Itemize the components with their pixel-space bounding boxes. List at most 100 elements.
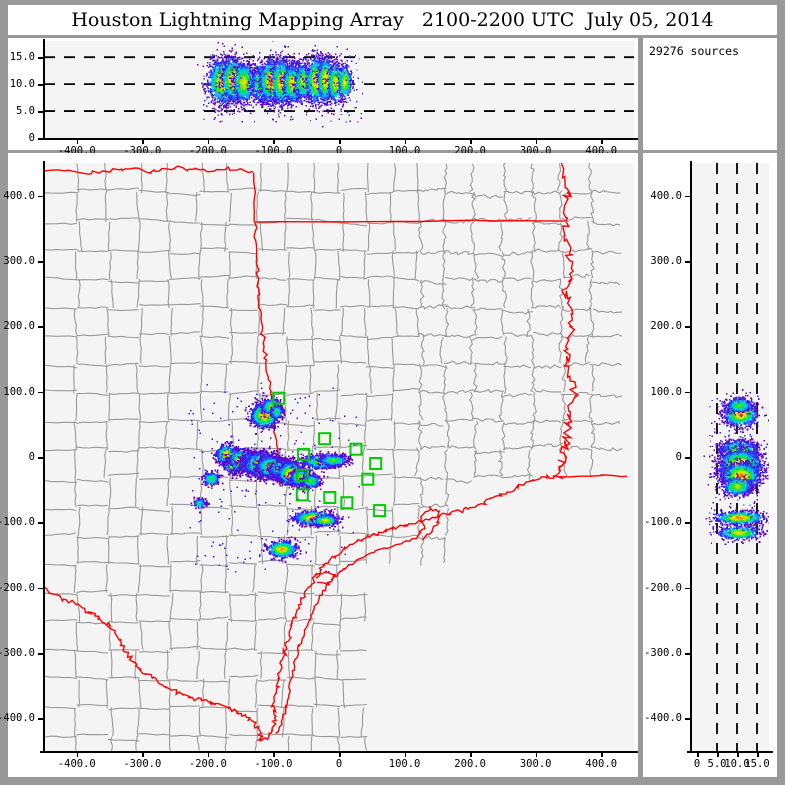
y-tick-label: 15.0 (10, 51, 35, 63)
x-tick-mark (142, 138, 144, 144)
y-tick-label: -400.0 (0, 712, 35, 724)
x-tick-mark (535, 751, 538, 757)
x-tick-label: -400.0 (58, 758, 96, 770)
x-tick-mark (273, 138, 275, 144)
x-tick-mark (737, 751, 739, 757)
x-tick-mark (757, 751, 759, 757)
x-axis-spine (687, 751, 773, 753)
y-tick-mark (38, 653, 45, 655)
y-tick-label: 10.0 (10, 78, 35, 90)
x-tick-label: 100.0 (389, 758, 421, 770)
y-tick-mark (685, 195, 692, 198)
x-tick-mark (273, 751, 275, 757)
x-tick-mark (207, 751, 210, 757)
lightning-source-points (188, 382, 360, 573)
y-tick-label: 400.0 (650, 190, 682, 202)
y-tick-label: -300.0 (0, 647, 35, 659)
y-tick-mark (38, 195, 45, 198)
altitude-vs-east-west-panel: -400.0 -300.0 -200.0 -100.0 0 100.0 200.0 300.0… (8, 38, 638, 157)
y-tick-mark (38, 457, 45, 459)
y-tick-label: 400.0 (3, 190, 35, 202)
x-tick-mark (697, 751, 699, 757)
y-tick-label: 300.0 (3, 255, 35, 267)
x-tick-mark (404, 751, 407, 757)
x-tick-label: 5.0 (708, 758, 727, 770)
state-borders-and-coastline (44, 163, 628, 742)
y-tick-label: -400.0 (644, 712, 682, 724)
page-title: Houston Lightning Mapping Array 2100-220… (71, 9, 713, 31)
y-tick-mark (685, 326, 692, 328)
x-tick-mark (142, 751, 144, 757)
y-tick-mark (38, 111, 45, 113)
y-tick-mark (38, 57, 45, 59)
x-tick-mark (76, 751, 79, 757)
y-tick-label: -100.0 (644, 516, 682, 528)
x-tick-label: 0 (694, 758, 700, 770)
y-tick-mark (685, 653, 692, 655)
altitude-scatter-canvas (44, 41, 634, 128)
x-tick-mark (717, 751, 719, 757)
x-tick-mark (535, 138, 538, 144)
x-tick-mark (470, 138, 472, 144)
map-canvas (44, 163, 628, 751)
y-tick-label: 100.0 (650, 386, 682, 398)
y-tick-label: 100.0 (3, 386, 35, 398)
x-tick-label: 300.0 (520, 758, 552, 770)
lma-station-markers (272, 391, 387, 518)
y-tick-label: -200.0 (0, 582, 35, 594)
x-tick-label: 0 (336, 758, 342, 770)
y-tick-mark (38, 587, 45, 590)
y-tick-mark (38, 391, 45, 394)
y-tick-mark (38, 138, 45, 140)
y-tick-label: 0 (29, 451, 35, 463)
source-count-panel: 29276 sources (643, 38, 777, 150)
x-tick-mark (76, 138, 79, 144)
x-tick-label: -300.0 (123, 758, 161, 770)
source-points (197, 41, 364, 128)
x-tick-label: -100.0 (254, 758, 292, 770)
county-boundaries (44, 163, 623, 751)
x-tick-mark (339, 751, 341, 757)
source-count-label: 29276 sources (649, 44, 739, 58)
y-tick-mark (38, 326, 45, 328)
plan-view-map-panel: -400.0 -300.0 -200.0 -100.0 0 100.0 200.0 300.0… (0, 153, 638, 777)
y-tick-mark (38, 718, 45, 720)
x-tick-label: 15.0 (744, 758, 769, 770)
x-tick-label: 400.0 (585, 758, 617, 770)
north-south-vs-altitude-panel: 0 5.0 10.0 15.0 -400.0 -300.0 -200.0 -100.0 0 100… (643, 153, 777, 777)
x-tick-mark (601, 751, 603, 757)
x-tick-label: 200.0 (454, 758, 486, 770)
x-tick-mark (339, 138, 341, 144)
y-tick-mark (685, 718, 692, 720)
x-tick-mark (404, 138, 407, 144)
y-tick-mark (685, 391, 692, 394)
x-tick-mark (470, 751, 472, 757)
y-tick-label: 300.0 (650, 255, 682, 267)
y-tick-label: -100.0 (0, 516, 35, 528)
source-points (703, 389, 769, 546)
x-tick-label: -200.0 (189, 758, 227, 770)
x-tick-mark (601, 138, 603, 144)
y-tick-label: -200.0 (644, 582, 682, 594)
y-tick-mark (38, 522, 45, 524)
y-tick-label: 0 (29, 132, 35, 144)
altitude-vs-east-west-plot (44, 41, 634, 138)
north-south-vs-altitude-plot (691, 163, 769, 751)
y-tick-mark (38, 261, 45, 263)
y-tick-label: 200.0 (650, 320, 682, 332)
y-tick-mark (685, 261, 692, 263)
y-tick-mark (685, 522, 692, 524)
y-tick-mark (38, 84, 45, 86)
x-tick-mark (207, 138, 210, 144)
y-tick-mark (685, 587, 692, 590)
y-tick-label: -300.0 (644, 647, 682, 659)
y-tick-label: 200.0 (3, 320, 35, 332)
north-south-scatter-canvas (703, 163, 769, 751)
y-tick-label: 0 (676, 451, 682, 463)
window-title-bar: Houston Lightning Mapping Array 2100-220… (8, 5, 777, 35)
y-tick-mark (685, 457, 692, 459)
y-tick-label: 5.0 (16, 105, 35, 117)
x-tick-label: 10.0 (724, 758, 749, 770)
y-axis-spine (43, 39, 45, 140)
